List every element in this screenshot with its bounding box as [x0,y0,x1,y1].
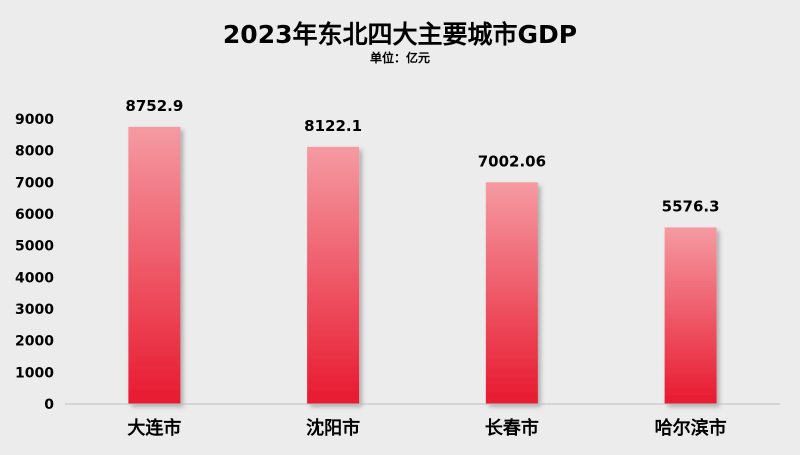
y-tick-label: 4000 [15,270,54,286]
y-tick-label: 3000 [15,302,54,318]
bars: 8752.9 8122.1 7002.06 5576.3 [125,97,720,405]
y-tick-label: 9000 [15,112,54,128]
y-tick-label: 2000 [15,334,54,350]
x-tick-label: 沈阳市 [306,417,360,439]
chart-subtitle: 单位：亿元 [370,50,430,65]
y-tick-label: 0 [44,397,54,413]
data-label: 7002.06 [478,152,546,170]
bar [485,182,538,404]
x-axis: 大连市 沈阳市 长春市 哈尔滨市 [127,417,726,439]
data-label: 5576.3 [662,197,720,215]
data-label: 8122.1 [304,117,362,135]
chart-title: 2023年东北四大主要城市GDP [223,20,577,49]
y-tick-label: 1000 [15,365,54,381]
x-tick-label: 哈尔滨市 [655,417,727,439]
data-label: 8752.9 [125,97,183,115]
x-tick-label: 长春市 [485,417,539,439]
y-axis: 0 1000 2000 3000 4000 5000 6000 7000 8000 9000 [15,112,54,413]
y-tick-label: 8000 [15,144,54,160]
y-tick-label: 6000 [15,207,54,223]
bar [307,146,360,404]
bar [664,227,717,404]
y-tick-label: 5000 [15,239,54,255]
x-tick-label: 大连市 [127,417,181,439]
bar [128,126,181,405]
y-tick-label: 7000 [15,175,54,191]
